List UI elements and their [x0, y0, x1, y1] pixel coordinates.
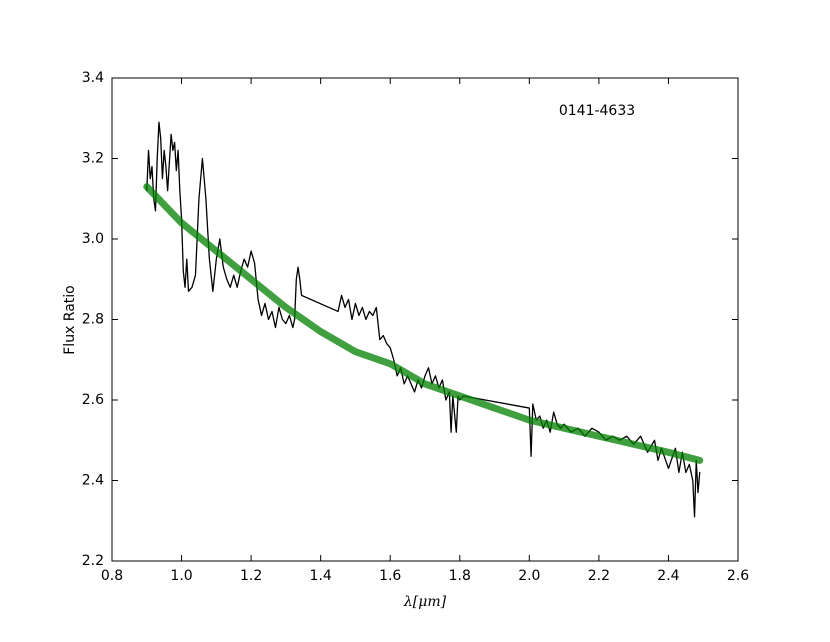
x-tick-label: 1.6 — [379, 568, 401, 584]
annotation: 0141-4633 — [559, 103, 635, 119]
y-tick-label: 2.6 — [82, 392, 104, 408]
x-tick-label: 1.2 — [240, 568, 262, 584]
x-axis-label: λ[μm] — [403, 594, 447, 610]
y-tick-label: 3.4 — [82, 70, 104, 86]
fit-line — [143, 183, 704, 464]
plot-frame — [111, 77, 739, 562]
y-tick-label: 2.2 — [82, 553, 104, 569]
x-tick-label: 2.2 — [588, 568, 610, 584]
y-tick-label: 2.4 — [82, 473, 104, 489]
x-tick-label: 1.8 — [449, 568, 471, 584]
x-tick-label: 2.4 — [657, 568, 679, 584]
x-tick-label: 1.0 — [170, 568, 192, 584]
spectrum-line — [146, 121, 701, 518]
x-tick-label: 2.6 — [727, 568, 749, 584]
y-axis-label: Flux Ratio — [62, 285, 78, 355]
y-tick-label: 3.2 — [82, 151, 104, 167]
x-tick-label: 1.4 — [310, 568, 332, 584]
x-tick-label: 0.8 — [101, 568, 123, 584]
y-tick-label: 3.0 — [82, 231, 104, 247]
y-tick-label: 2.8 — [82, 312, 104, 328]
x-tick-label: 2.0 — [518, 568, 540, 584]
